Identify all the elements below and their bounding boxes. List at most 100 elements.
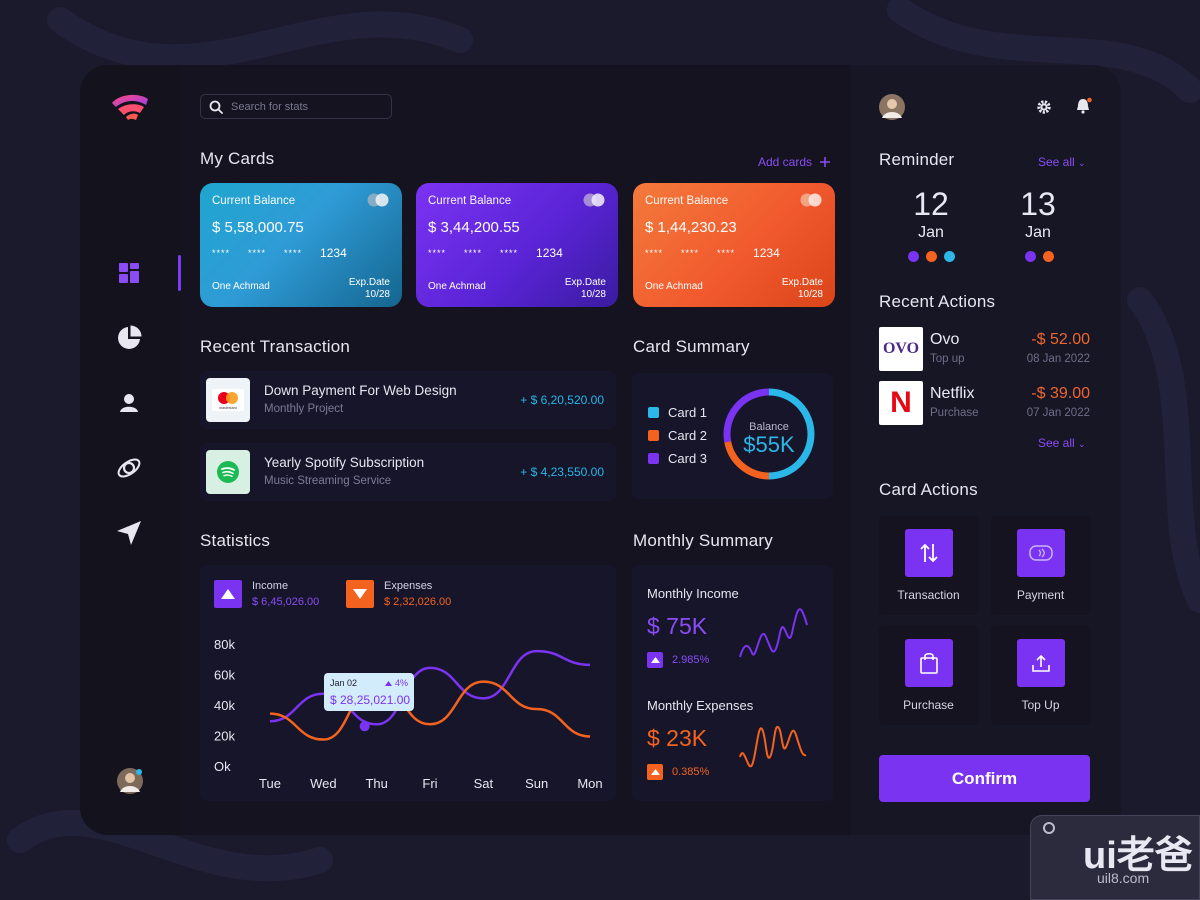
reminder-day[interactable]: 12 (913, 186, 949, 222)
avatar[interactable] (117, 768, 143, 794)
see-all-label: See all (1038, 436, 1075, 450)
watermark-hole (1043, 822, 1055, 834)
payment-action[interactable]: Payment (991, 516, 1090, 615)
arrow-down-icon (353, 589, 367, 599)
legend-swatch (648, 407, 659, 418)
watermark-badge: ui老爸 uil8.com (1030, 815, 1200, 900)
reminder-month: Jan (1025, 224, 1051, 241)
transaction-row[interactable]: Yearly Spotify Subscription Music Stream… (200, 443, 616, 501)
nav-dashboard[interactable] (116, 260, 142, 286)
card-expiry: Exp.Date 10/28 (349, 277, 390, 301)
income-badge (214, 580, 242, 608)
card-number-masked: **** (681, 248, 700, 258)
card-expiry-value: 10/28 (580, 289, 606, 300)
series-line-income (269, 649, 591, 726)
x-tick-label: Thu (365, 776, 387, 791)
add-cards-label: Add cards (758, 155, 813, 169)
watermark-url: uil8.com (1097, 870, 1150, 886)
reminder-dot (908, 251, 919, 262)
shopping-bag-glyph (920, 652, 938, 674)
search-box[interactable] (200, 94, 392, 119)
confirm-button[interactable]: Confirm (879, 755, 1090, 802)
credit-card-3[interactable]: Current Balance $ 1,44,230.23 **** **** … (633, 183, 835, 307)
arrow-up-icon (384, 680, 392, 686)
reminder-day[interactable]: 13 (1020, 186, 1056, 222)
search-input[interactable] (231, 100, 381, 113)
app-logo-icon[interactable] (110, 93, 150, 121)
action-name: Netflix (930, 385, 975, 402)
pie-chart-icon (118, 325, 142, 349)
transfer-arrows-glyph (920, 543, 938, 563)
action-sub: Purchase (930, 407, 979, 419)
card-expiry: Exp.Date 10/28 (782, 277, 823, 301)
card-balance-label: Current Balance (645, 195, 729, 207)
notification-bell-icon[interactable] (1075, 97, 1093, 115)
transaction-amount: + $ 6,20,520.00 (520, 393, 604, 407)
nav-profile[interactable] (116, 390, 142, 416)
transaction-subtitle: Monthly Project (264, 403, 344, 415)
card-number-last4: 1234 (536, 246, 563, 260)
credit-card-2[interactable]: Current Balance $ 3,44,200.55 **** **** … (416, 183, 618, 307)
mastercard-logo: mastercard (212, 389, 244, 411)
expenses-up-badge (647, 764, 663, 780)
action-date: 07 Jan 2022 (1026, 407, 1090, 419)
arrow-up-icon (650, 657, 660, 663)
user-icon (120, 394, 138, 412)
card-number-masked: **** (500, 248, 519, 258)
transaction-action[interactable]: Transaction (879, 516, 978, 615)
card-expiry: Exp.Date 10/28 (565, 277, 606, 301)
x-tick-label: Sat (474, 776, 494, 791)
nav-analytics[interactable] (116, 325, 142, 351)
x-tick-label: Mon (577, 776, 602, 791)
credit-card-1[interactable]: Current Balance $ 5,58,000.75 **** **** … (200, 183, 402, 307)
gear-icon[interactable] (1036, 99, 1052, 115)
transaction-row[interactable]: mastercard Down Payment For Web Design M… (200, 371, 616, 429)
expenses-value: $ 2,32,026.00 (384, 596, 452, 608)
ovo-wordmark: OVO (882, 340, 920, 357)
card-number-masked: **** (248, 248, 267, 258)
monthly-income-label: Monthly Income (647, 586, 739, 601)
y-tick-label: 80k (214, 637, 235, 652)
card-holder-name: One Achmad (645, 281, 703, 292)
x-tick-label: Sun (525, 776, 548, 791)
nav-explore[interactable] (116, 455, 142, 481)
y-tick-label: Ok (214, 759, 231, 774)
card-balance-label: Current Balance (428, 195, 512, 207)
action-amount: -$ 52.00 (1031, 331, 1090, 348)
nav-active-indicator (178, 255, 181, 291)
balance-donut-chart: Balance $55K (723, 388, 815, 480)
action-sub: Top up (930, 353, 965, 365)
add-cards-button[interactable]: Add cards (758, 155, 831, 169)
upload-icon (1017, 639, 1065, 687)
top-up-action[interactable]: Top Up (991, 626, 1090, 725)
card-number: **** **** **** 1234 (428, 246, 606, 260)
purchase-action[interactable]: Purchase (879, 626, 978, 725)
netflix-wordmark: N (890, 386, 912, 419)
card-summary-panel: Card 1 Card 2 Card 3 Balance $55K (632, 373, 833, 499)
statistics-line-chart: 80k 60k 40k 20k Ok Tue Wed Thu Fri Sat Sun Mon (214, 637, 603, 791)
ovo-logo-icon: OVO (879, 327, 923, 371)
card-number-masked: **** (464, 248, 483, 258)
card-balance-label: Current Balance (212, 195, 296, 207)
card-number-last4: 1234 (320, 246, 347, 260)
reminder-month: Jan (918, 224, 944, 241)
arrow-up-icon (221, 589, 235, 599)
search-icon (209, 100, 223, 114)
card-number-masked: **** (212, 248, 231, 258)
card-expiry-label: Exp.Date (781, 277, 823, 288)
chart-tooltip: Jan 02 4% $ 28,25,021.00 (324, 673, 414, 711)
legend-label: Card 1 (668, 405, 708, 420)
tooltip-pct: 4% (394, 678, 408, 688)
action-label: Payment (1016, 588, 1065, 602)
recent-actions-see-all-link[interactable]: See all ⌄ (1038, 436, 1086, 450)
donut-center-value: $55K (743, 432, 795, 457)
tooltip-date: Jan 02 (330, 678, 358, 688)
transaction-subtitle: Music Streaming Service (264, 475, 392, 487)
monthly-summary-title: Monthly Summary (633, 531, 773, 550)
nav-send[interactable] (116, 520, 142, 546)
highlighted-data-point[interactable] (359, 721, 370, 732)
x-tick-label: Fri (422, 776, 437, 791)
reminder-see-all-link[interactable]: See all ⌄ (1038, 155, 1086, 169)
profile-avatar[interactable] (879, 94, 905, 120)
transaction-title: Yearly Spotify Subscription (264, 455, 425, 470)
